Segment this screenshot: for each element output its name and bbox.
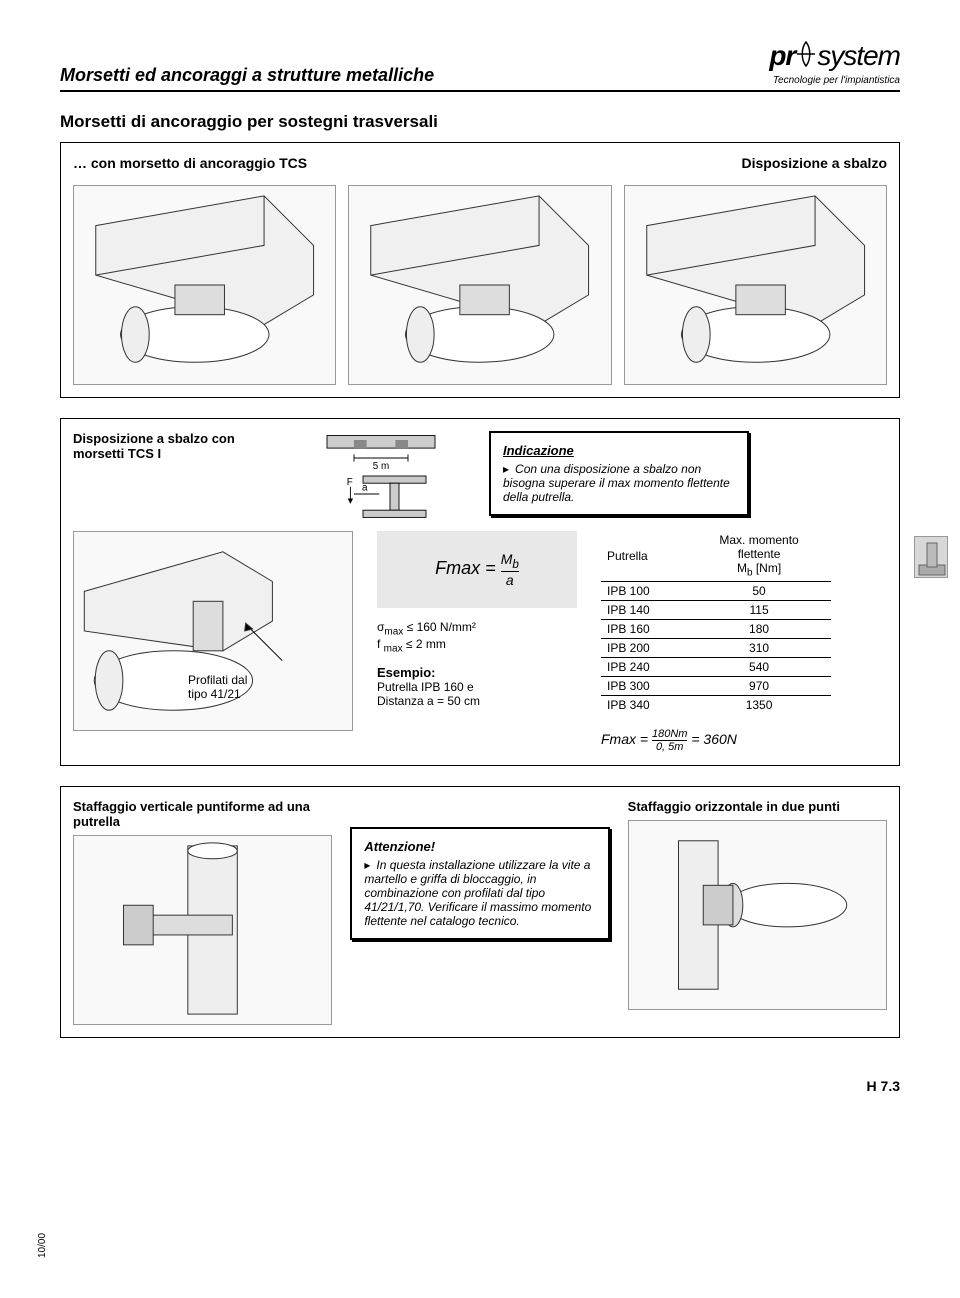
profile-label: Profilati dal tipo 41/21 bbox=[188, 673, 247, 701]
table-cell-putrella: IPB 340 bbox=[601, 695, 687, 714]
col2-header-l1: Max. momento bbox=[693, 533, 825, 547]
page-header: Morsetti ed ancoraggi a strutture metall… bbox=[60, 40, 900, 92]
table-row: IPB 300970 bbox=[601, 676, 831, 695]
result-eq2: = bbox=[687, 731, 703, 747]
table-cell-mb: 180 bbox=[687, 619, 831, 638]
sigma-val: ≤ 160 N/mm² bbox=[403, 620, 476, 634]
box-tcs-i: Disposizione a sbalzo con morsetti TCS I… bbox=[60, 418, 900, 765]
logo-system: system bbox=[817, 40, 900, 71]
sigma-sub: max bbox=[384, 626, 403, 637]
beam-dim-label: 5 m bbox=[373, 461, 389, 472]
header-title: Morsetti ed ancoraggi a strutture metall… bbox=[60, 65, 434, 86]
result-rhs: 360N bbox=[703, 731, 736, 747]
formula-lhs: Fmax bbox=[435, 558, 480, 578]
table-cell-mb: 50 bbox=[687, 581, 831, 600]
staff-vert-drawing bbox=[73, 835, 332, 1025]
page-number: H 7.3 bbox=[867, 1078, 900, 1094]
clamp-drawing-1 bbox=[73, 185, 336, 385]
table-cell-mb: 1350 bbox=[687, 695, 831, 714]
fmax-formula: Fmax = Mb a bbox=[377, 531, 577, 608]
section-title: Morsetti di ancoraggio per sostegni tras… bbox=[60, 112, 900, 132]
table-row: IPB 3401350 bbox=[601, 695, 831, 714]
table-cell-putrella: IPB 100 bbox=[601, 581, 687, 600]
box1-right-label: Disposizione a sbalzo bbox=[742, 155, 887, 171]
result-den: 0, 5m bbox=[652, 741, 687, 753]
indication-title: Indicazione bbox=[503, 443, 735, 458]
box2-left-label: Disposizione a sbalzo con morsetti TCS I bbox=[73, 431, 273, 461]
formula-num-sub: b bbox=[512, 558, 518, 571]
clamp-drawing-3 bbox=[624, 185, 887, 385]
table-row: IPB 140115 bbox=[601, 600, 831, 619]
attention-text: In questa installazione utilizzare la vi… bbox=[364, 858, 595, 928]
col2-header-l2: flettente bbox=[693, 547, 825, 561]
f-sub: max bbox=[384, 644, 403, 655]
staff-vert-title: Staffaggio verticale puntiforme ad una p… bbox=[73, 799, 332, 829]
table-cell-putrella: IPB 200 bbox=[601, 638, 687, 657]
constraints: σmax ≤ 160 N/mm² f max ≤ 2 mm bbox=[377, 620, 577, 655]
attention-title: Attenzione! bbox=[364, 839, 595, 854]
side-thumbnail-icon bbox=[914, 536, 948, 578]
formula-den: a bbox=[501, 572, 519, 588]
staff-horiz-drawing bbox=[628, 820, 887, 1010]
moment-table: Putrella Max. momento flettente Mb [Nm] … bbox=[601, 531, 831, 713]
f-symbol: f bbox=[377, 637, 384, 651]
box-tcs: … con morsetto di ancoraggio TCS Disposi… bbox=[60, 142, 900, 398]
col2-header-l3b: [Nm] bbox=[753, 561, 782, 575]
table-cell-mb: 540 bbox=[687, 657, 831, 676]
logo-symbol-icon bbox=[795, 40, 817, 75]
table-cell-mb: 970 bbox=[687, 676, 831, 695]
logo-pr: pr bbox=[769, 40, 795, 71]
table-cell-mb: 115 bbox=[687, 600, 831, 619]
staff-horiz-title: Staffaggio orizzontale in due punti bbox=[628, 799, 887, 814]
attention-box: Attenzione! In questa installazione util… bbox=[350, 827, 609, 940]
indication-box: Indicazione Con una disposizione a sbalz… bbox=[489, 431, 749, 516]
table-cell-putrella: IPB 300 bbox=[601, 676, 687, 695]
beam-dist-label: a bbox=[362, 483, 368, 494]
table-row: IPB 10050 bbox=[601, 581, 831, 600]
table-col1-header: Putrella bbox=[601, 531, 687, 581]
table-cell-putrella: IPB 160 bbox=[601, 619, 687, 638]
result-eq1: = bbox=[636, 731, 652, 747]
footer-date: 10/00 bbox=[37, 1233, 48, 1258]
logo-tagline: Tecnologie per l'impiantistica bbox=[769, 75, 900, 86]
beam-diagram: 5 m F a bbox=[291, 431, 471, 521]
result-formula: Fmax = 180Nm0, 5m = 360N bbox=[601, 728, 831, 753]
formula-eq: = bbox=[485, 558, 496, 578]
beam-force-label: F bbox=[347, 477, 353, 488]
example-line1: Putrella IPB 160 e bbox=[377, 680, 577, 694]
profile-drawing bbox=[73, 531, 353, 731]
profile-label-l2: tipo 41/21 bbox=[188, 687, 247, 701]
col2-header-l3a: M bbox=[737, 561, 747, 575]
box1-left-label: … con morsetto di ancoraggio TCS bbox=[73, 155, 307, 171]
box-staffaggio: Staffaggio verticale puntiforme ad una p… bbox=[60, 786, 900, 1038]
result-num: 180Nm bbox=[652, 728, 687, 741]
formula-num: M bbox=[501, 551, 513, 567]
brand-logo: pr system Tecnologie per l'impiantistica bbox=[769, 40, 900, 86]
indication-text: Con una disposizione a sbalzo non bisogn… bbox=[503, 462, 735, 504]
example-label: Esempio: bbox=[377, 665, 577, 680]
table-row: IPB 160180 bbox=[601, 619, 831, 638]
table-cell-putrella: IPB 240 bbox=[601, 657, 687, 676]
profile-label-l1: Profilati dal bbox=[188, 673, 247, 687]
table-row: IPB 200310 bbox=[601, 638, 831, 657]
table-cell-putrella: IPB 140 bbox=[601, 600, 687, 619]
clamp-drawing-2 bbox=[348, 185, 611, 385]
table-row: IPB 240540 bbox=[601, 657, 831, 676]
table-cell-mb: 310 bbox=[687, 638, 831, 657]
f-val: ≤ 2 mm bbox=[403, 637, 446, 651]
page-footer: 10/00 H 7.3 bbox=[60, 1078, 900, 1094]
result-lhs: Fmax bbox=[601, 731, 636, 747]
table-col2-header: Max. momento flettente Mb [Nm] bbox=[687, 531, 831, 581]
example-line2: Distanza a = 50 cm bbox=[377, 694, 577, 708]
